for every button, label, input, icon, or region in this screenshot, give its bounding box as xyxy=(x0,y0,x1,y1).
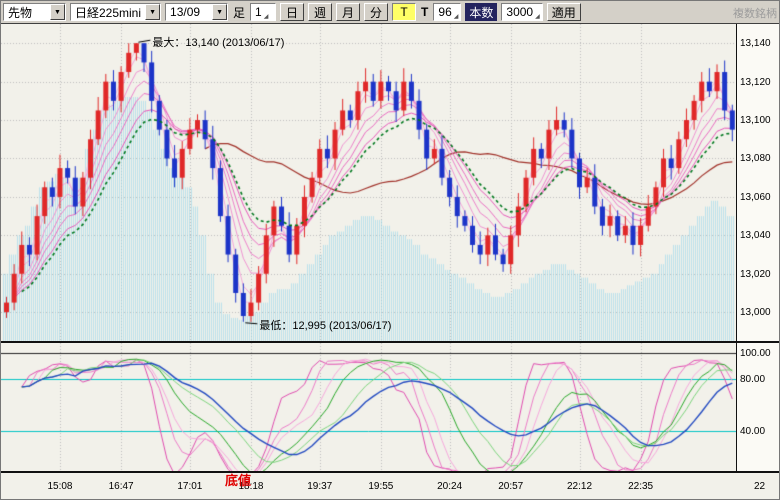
x-axis-label: 15:08 xyxy=(47,481,73,492)
symbol-value: 日経225mini xyxy=(75,5,142,20)
x-axis-label: 19:37 xyxy=(307,481,333,492)
tick-size-value: 96 xyxy=(438,5,452,19)
contract-month-select[interactable]: 13/09 ▼ xyxy=(165,3,229,21)
y-axis-label: 13,140 xyxy=(740,38,771,50)
contract-month-value: 13/09 xyxy=(170,5,201,19)
symbol-select[interactable]: 日経225mini ▼ xyxy=(70,3,162,21)
price-axis: 13,140 13,120 13,100 13,080 13,060 13,040 13,0… xyxy=(736,24,779,471)
y-axis-label: 13,040 xyxy=(740,230,771,242)
period-day-button[interactable]: 日 xyxy=(280,3,305,21)
x-axis-label: 17:01 xyxy=(177,481,203,492)
x-axis-label: 22 xyxy=(754,481,766,492)
dropdown-arrow-icon[interactable]: ▼ xyxy=(50,4,65,20)
y-axis-label: 80.00 xyxy=(740,374,766,386)
period-label: 足 xyxy=(233,5,246,20)
x-axis-label: 19:55 xyxy=(368,481,394,492)
period-week-button[interactable]: 週 xyxy=(308,3,333,21)
bottom-price-annotation: 底値 xyxy=(225,473,252,488)
max-annotation: 最大：13,140 (2013/06/17) xyxy=(152,37,285,50)
axis-divider xyxy=(1,471,779,473)
period-tick-button[interactable]: T xyxy=(392,3,417,21)
spinner-triangle-icon[interactable]: ◢ xyxy=(535,14,540,20)
bar-count-input[interactable]: 3000 ◢ xyxy=(501,3,543,21)
dropdown-arrow-icon[interactable]: ▼ xyxy=(145,4,161,20)
y-axis-label: 40.00 xyxy=(740,425,766,437)
bar-count-label: 本数 xyxy=(465,3,498,21)
apply-button[interactable]: 適用 xyxy=(546,3,581,21)
x-axis-label: 16:47 xyxy=(108,481,134,492)
y-axis-label: 13,020 xyxy=(740,268,771,280)
toolbar: 先物 ▼ 日経225mini ▼ 13/09 ▼ 足 1 ◢ 日 週 月 分 T… xyxy=(1,1,779,23)
instrument-type-value: 先物 xyxy=(8,5,33,20)
spinner-triangle-icon[interactable]: ◢ xyxy=(263,14,269,20)
x-axis-label: 18:18 xyxy=(238,481,264,492)
oscillator-panel[interactable] xyxy=(1,343,736,471)
min-annotation: 最低：12,995 (2013/06/17) xyxy=(259,319,392,332)
period-month-button[interactable]: 月 xyxy=(336,3,361,21)
y-axis-label: 13,120 xyxy=(740,76,771,88)
spinner-triangle-icon[interactable]: ◢ xyxy=(453,14,459,20)
time-axis: 22 15:08 16:47 17:01 18:18 19:37 19:55 20:24 20… xyxy=(1,473,779,499)
chart-top-border xyxy=(1,23,779,24)
x-axis-label: 22:12 xyxy=(566,481,593,492)
y-axis-label: 13,060 xyxy=(740,191,771,203)
y-axis-label: 13,100 xyxy=(740,115,771,127)
period-value-input[interactable]: 1 ◢ xyxy=(250,3,277,21)
main-price-chart[interactable] xyxy=(1,24,736,341)
x-axis-label: 20:57 xyxy=(498,481,524,492)
x-axis-label: 20:24 xyxy=(437,481,463,492)
tick-size-label: T xyxy=(421,5,429,19)
multi-symbol-label: 複数銘柄 xyxy=(733,8,777,20)
y-axis-label: 13,000 xyxy=(740,307,771,319)
instrument-type-select[interactable]: 先物 ▼ xyxy=(3,3,66,21)
period-minute-button[interactable]: 分 xyxy=(364,3,389,21)
bar-count-value: 3000 xyxy=(506,5,534,19)
y-axis-label: 13,080 xyxy=(740,153,771,165)
dropdown-arrow-icon[interactable]: ▼ xyxy=(212,4,228,20)
panel-divider xyxy=(1,341,779,343)
period-value: 1 xyxy=(255,5,262,19)
tick-size-input[interactable]: 96 ◢ xyxy=(433,3,462,21)
x-axis-label: 22:35 xyxy=(628,481,654,492)
y-axis-label: 100.00 xyxy=(740,348,771,360)
